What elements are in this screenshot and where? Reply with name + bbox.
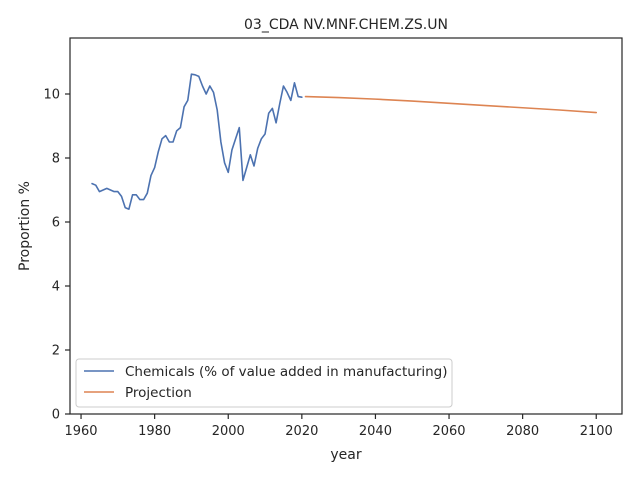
y-axis-label: Proportion % <box>17 181 33 271</box>
x-tick-label: 2100 <box>580 424 613 439</box>
x-axis-label: year <box>330 447 361 463</box>
legend: Chemicals (% of value added in manufactu… <box>75 358 453 408</box>
plot-frame <box>69 37 623 415</box>
x-tick-label: 2060 <box>432 424 465 439</box>
x-tick-label: 2020 <box>285 424 318 439</box>
y-tick-label: 4 <box>52 280 60 295</box>
legend-label-chemicals: Chemicals (% of value added in manufactu… <box>125 364 448 380</box>
axes: 1960 1980 2000 2020 2040 2060 2080 2100 0 2 4 6 8 10 <box>43 37 623 439</box>
x-tick-label: 2080 <box>506 424 539 439</box>
series-layer <box>91 73 598 210</box>
legend-box <box>75 358 453 408</box>
legend-label-projection: Projection <box>125 385 192 401</box>
y-tick-label: 6 <box>52 216 60 231</box>
x-tick-label: 1960 <box>64 424 97 439</box>
y-tick-label: 0 <box>52 408 60 423</box>
x-tick-label: 2040 <box>359 424 392 439</box>
series-line-projection <box>304 95 598 114</box>
series-line-chemicals <box>91 73 303 210</box>
y-tick-label: 2 <box>52 344 60 359</box>
x-tick-label: 2000 <box>212 424 245 439</box>
x-tick-label: 1980 <box>138 424 171 439</box>
y-tick-label: 8 <box>52 152 60 167</box>
chart-title: 03_CDA NV.MNF.CHEM.ZS.UN <box>244 17 448 33</box>
y-tick-label: 10 <box>43 88 60 103</box>
